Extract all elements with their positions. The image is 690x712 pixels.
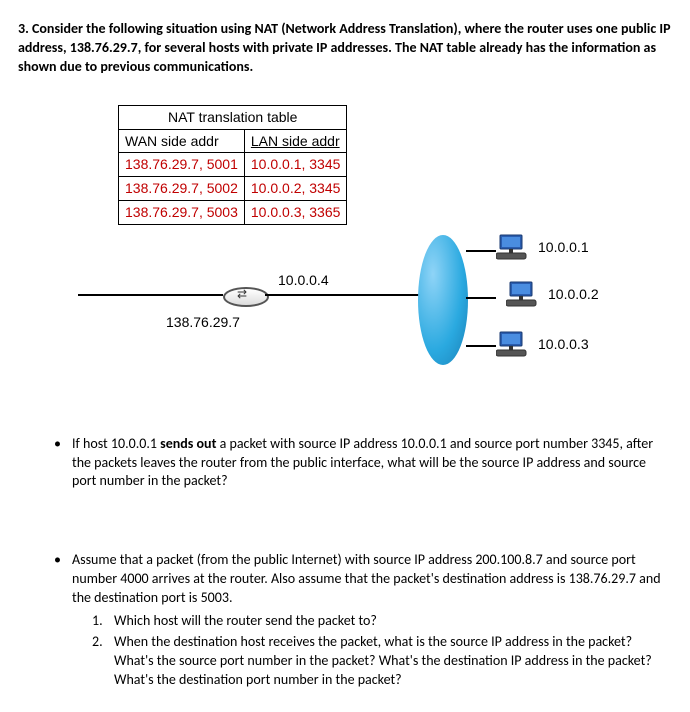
nat-header-lan: LAN side addr (244, 129, 347, 153)
sub-question-item: 1. Which host will the router send the p… (92, 612, 672, 631)
computer-icon (496, 233, 530, 263)
network-diagram: NAT translation table WAN side addr LAN … (118, 105, 672, 395)
question-text: Assume that a packet (from the public In… (72, 551, 672, 691)
router-lan-ip-label: 10.0.0.4 (278, 271, 329, 290)
question-list: • If host 10.0.0.1 sends out a packet wi… (18, 435, 672, 692)
host-link (466, 297, 496, 299)
list-number: 2. (92, 633, 114, 690)
wan-link (78, 294, 223, 296)
nat-header-wan: WAN side addr (119, 129, 245, 153)
host-ip-label: 10.0.0.2 (548, 285, 599, 304)
table-row: 138.76.29.7, 5003 10.0.0.3, 3365 (119, 201, 347, 225)
list-number: 1. (92, 612, 114, 631)
table-row: 138.76.29.7, 5001 10.0.0.1, 3345 (119, 153, 347, 177)
switch-hub-icon (418, 235, 468, 365)
host-link (466, 345, 496, 347)
router-icon (223, 287, 269, 307)
question-item: • Assume that a packet (from the public … (54, 551, 672, 691)
question-intro: 3. Consider the following situation usin… (18, 20, 672, 77)
host-link (466, 250, 496, 252)
host-computer: 10.0.0.3 (496, 330, 589, 360)
table-row: 138.76.29.7, 5002 10.0.0.2, 3345 (119, 177, 347, 201)
router-wan-ip-label: 138.76.29.7 (166, 313, 240, 332)
question-item: • If host 10.0.0.1 sends out a packet wi… (54, 435, 672, 492)
network-topology: 138.76.29.7 10.0.0.4 10.0.0.1 10.0.0.2 (118, 225, 668, 425)
computer-icon (496, 330, 530, 360)
nat-table-title: NAT translation table (119, 105, 347, 129)
host-ip-label: 10.0.0.3 (538, 335, 589, 354)
sub-question-list: 1. Which host will the router send the p… (92, 612, 672, 690)
host-ip-label: 10.0.0.1 (538, 238, 589, 257)
computer-icon (506, 280, 540, 310)
lan-link (265, 294, 425, 296)
question-text: If host 10.0.0.1 sends out a packet with… (72, 435, 672, 492)
bullet-icon: • (54, 551, 72, 691)
nat-translation-table: NAT translation table WAN side addr LAN … (118, 105, 347, 225)
bullet-icon: • (54, 435, 72, 492)
host-computer: 10.0.0.1 (496, 233, 589, 263)
sub-question-item: 2. When the destination host receives th… (92, 633, 672, 690)
host-computer: 10.0.0.2 (506, 280, 599, 310)
